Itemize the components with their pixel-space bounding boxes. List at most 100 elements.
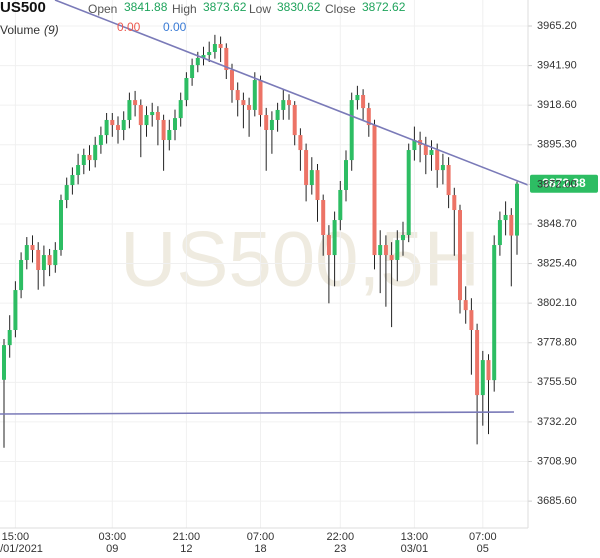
candle-body	[7, 330, 12, 346]
candle-body	[389, 255, 394, 260]
candle-body	[235, 90, 240, 101]
candle-body	[287, 100, 291, 106]
candle-body	[355, 94, 360, 101]
y-tick-label: 3685.60	[537, 495, 577, 507]
high-value: 3873.62	[203, 0, 247, 14]
candle-body	[281, 100, 286, 110]
low-label: Low	[249, 2, 271, 16]
candle-body	[480, 360, 485, 396]
y-tick-label: 3918.60	[537, 99, 577, 111]
candle-body	[116, 125, 120, 130]
candle-body	[378, 245, 383, 256]
last-price-tag	[530, 174, 598, 193]
candle-body	[383, 245, 388, 256]
candle-body	[87, 154, 92, 161]
candle-body	[338, 189, 343, 221]
candle-body	[195, 57, 200, 66]
candle-body	[326, 235, 331, 256]
y-tick-label: 3941.90	[537, 59, 577, 71]
candle-body	[458, 210, 462, 301]
candle-body	[275, 109, 280, 120]
x-tick-label: 03:00	[99, 531, 127, 543]
candle-body	[395, 240, 400, 260]
y-tick-label: 3778.80	[537, 337, 577, 349]
close-label: Close	[325, 2, 356, 16]
x-tick-date: 03/01	[401, 543, 429, 555]
x-tick-label: 15:00	[2, 531, 30, 543]
candle-body	[349, 100, 354, 161]
close-value: 3872.62	[362, 0, 406, 14]
candle-body	[435, 150, 440, 171]
candle-body	[486, 360, 491, 381]
x-tick-date: 18	[254, 543, 266, 555]
candle-body	[509, 214, 514, 236]
candle-body	[475, 330, 480, 396]
x-tick-date: 12	[180, 543, 192, 555]
x-tick-date: 02/01/2021	[0, 543, 43, 555]
last-price-label: 3872.38	[542, 176, 586, 190]
candle-body	[47, 255, 52, 266]
volume-value: 0.00	[163, 20, 187, 34]
candle-body	[321, 200, 326, 236]
y-tick-label: 3872.00	[537, 178, 577, 190]
candle-body	[309, 170, 314, 186]
candle-body	[144, 115, 149, 126]
x-tick-label: 13:00	[401, 531, 429, 543]
y-tick-label: 3708.90	[537, 455, 577, 467]
candle-body	[138, 105, 143, 126]
candle-body	[81, 154, 86, 166]
x-tick-date: 05	[477, 543, 489, 555]
candle-body	[247, 105, 252, 110]
x-tick-label: 22:00	[327, 531, 355, 543]
candle-body	[178, 100, 183, 119]
y-tick-label: 3895.30	[537, 139, 577, 151]
candle-body	[110, 119, 115, 126]
candle-body	[224, 47, 229, 71]
candle-body	[515, 183, 519, 236]
candle-body	[497, 220, 502, 246]
candle-body	[304, 150, 309, 186]
candle-body	[76, 165, 81, 176]
candle-body	[24, 245, 29, 260]
y-tick-label: 3848.70	[537, 218, 577, 230]
candle-body	[59, 200, 63, 250]
candle-body	[412, 140, 417, 151]
candle-body	[503, 214, 508, 221]
y-tick-label: 3755.50	[537, 376, 577, 388]
candle-body	[401, 235, 405, 241]
candle-body	[41, 255, 46, 271]
candle-body	[252, 80, 257, 110]
candle-body	[127, 100, 132, 120]
candle-body	[30, 245, 35, 250]
candle-body	[64, 185, 69, 201]
candle-body	[452, 195, 457, 211]
candle-body	[332, 220, 337, 256]
x-tick-date: 23	[334, 543, 346, 555]
candle-body	[150, 111, 155, 116]
candle-body	[269, 119, 274, 130]
candle-body	[173, 118, 177, 130]
candle-body	[212, 44, 217, 52]
candle-body	[264, 115, 269, 130]
candle-body	[258, 80, 263, 116]
candle-body	[161, 119, 166, 141]
candle-body	[446, 165, 451, 196]
candle-body	[230, 70, 234, 91]
candle-body	[19, 259, 24, 291]
candle-body	[184, 77, 189, 101]
watermark: US500,5H	[120, 215, 480, 303]
candle-body	[2, 345, 6, 380]
candle-body	[492, 245, 497, 381]
x-tick-label: 07:00	[247, 531, 275, 543]
x-tick-date: 09	[106, 543, 118, 555]
candle-body	[315, 170, 320, 201]
candle-body	[406, 150, 411, 236]
candle-body	[469, 310, 474, 331]
high-label: High	[172, 2, 197, 16]
y-tick-label: 3732.20	[537, 416, 577, 428]
candle-body	[36, 249, 41, 271]
candle-body	[167, 129, 172, 141]
candle-body	[218, 44, 223, 48]
candle-body	[429, 150, 434, 155]
volume-period: (9)	[44, 23, 59, 37]
